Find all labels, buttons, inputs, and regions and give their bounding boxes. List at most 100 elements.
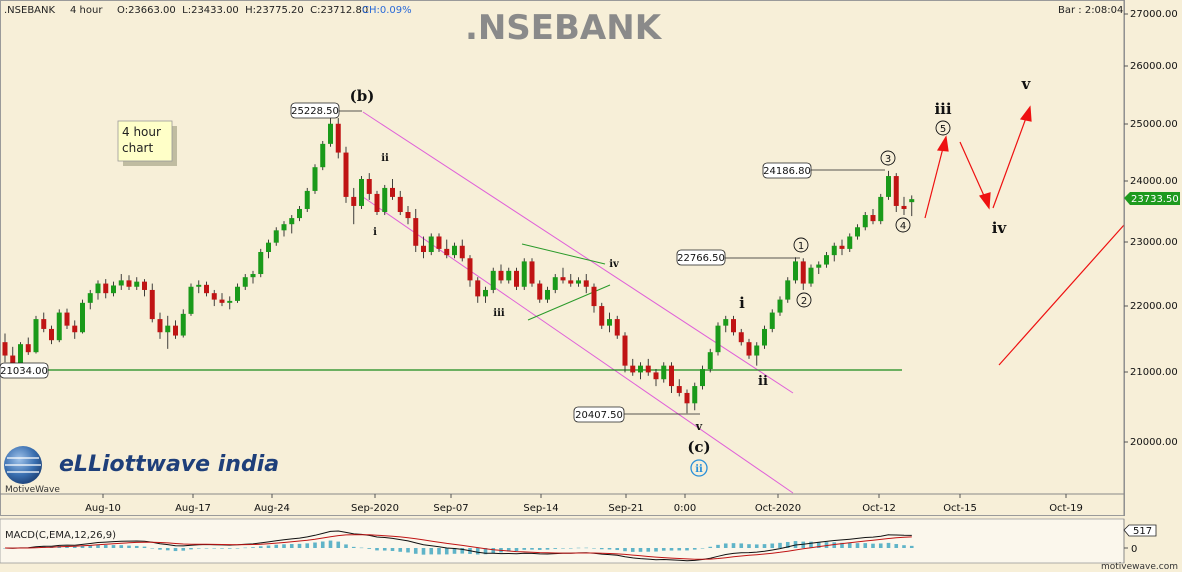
macd-histogram-bar — [382, 548, 387, 551]
candle-down — [614, 319, 620, 336]
macd-histogram-bar — [747, 544, 751, 548]
candle-up — [428, 236, 434, 253]
candle-up — [250, 274, 256, 278]
wave-label-b: (b) — [350, 87, 375, 105]
svg-text:Oct-19: Oct-19 — [1049, 503, 1083, 514]
candle-up — [258, 252, 264, 275]
wave-label-i-down: i — [373, 227, 377, 238]
price-label-low: 20407.50 — [575, 410, 623, 421]
macd-histogram-bar — [654, 548, 658, 552]
macd-histogram-bar — [816, 541, 821, 548]
macd-histogram-bar — [762, 544, 767, 548]
macd-histogram-bar — [685, 548, 689, 551]
candle-up — [661, 365, 667, 380]
wave-label-ii-down: ii — [381, 153, 389, 164]
macd-histogram-bar — [444, 548, 449, 555]
svg-text:Sep-14: Sep-14 — [523, 503, 558, 514]
macd-histogram-bar — [863, 543, 868, 548]
macd-histogram-bar — [754, 544, 759, 548]
macd-histogram-bar — [700, 548, 705, 549]
candle-up — [576, 280, 581, 284]
candle-down — [351, 196, 357, 206]
candle-up — [312, 167, 318, 191]
macd-histogram-bar — [801, 541, 806, 548]
macd-histogram-bar — [584, 547, 589, 549]
macd-histogram-bar — [204, 548, 209, 549]
candle-up — [878, 196, 884, 222]
macd-histogram-bar — [189, 548, 193, 550]
candle-down — [211, 293, 217, 300]
candle-up — [328, 123, 333, 144]
macd-histogram-bar — [592, 548, 596, 549]
macd-histogram-bar — [677, 548, 682, 551]
candle-up — [831, 245, 837, 256]
macd-histogram-bar — [770, 543, 775, 548]
candle-up — [235, 286, 240, 301]
macd-histogram-bar — [545, 548, 550, 550]
macd-histogram-bar — [855, 543, 860, 548]
candle-down — [653, 372, 659, 380]
candle-up — [816, 264, 822, 268]
candle-down — [676, 386, 682, 393]
wave-labels: (b) i ii iii iv v (c) ii i ii 1 2 3 4 5 — [350, 75, 1032, 477]
macd-histogram-bar — [669, 548, 674, 551]
macd-histogram-bar — [832, 542, 837, 548]
macd-histogram-bar — [196, 548, 201, 549]
candle-down — [72, 325, 78, 333]
wave-label-v-down: v — [695, 420, 703, 433]
candle-down — [204, 284, 209, 294]
ohlc-readout: O:23663.00 L:23433.00 H:23775.20 C:23712… — [117, 5, 368, 16]
candle-up — [769, 312, 775, 329]
price-label-leaders — [339, 110, 885, 415]
candle-down — [421, 245, 426, 253]
candle-down — [126, 280, 132, 287]
macd-histogram-bar — [235, 548, 240, 549]
candle-up — [793, 261, 798, 281]
candle-up — [607, 319, 612, 326]
candle-up — [909, 199, 915, 203]
candle-down — [622, 335, 628, 366]
candle-up — [33, 319, 39, 353]
macd-histogram-bar — [785, 541, 790, 548]
macd-histogram-bar — [809, 541, 813, 548]
candle-up — [521, 261, 527, 287]
candle-up — [552, 277, 558, 290]
wave-5-marker: 5 — [935, 120, 951, 136]
macd-histogram-bar — [421, 548, 426, 555]
macd-histogram-bar — [258, 546, 263, 548]
candle-down — [25, 344, 31, 353]
macd-histogram-bar — [878, 543, 883, 548]
svg-text:24000.00: 24000.00 — [1130, 176, 1178, 187]
candle-up — [847, 236, 853, 249]
candle-up — [95, 283, 101, 294]
macd-histogram-bar — [413, 548, 418, 554]
svg-text:Sep-2020: Sep-2020 — [351, 503, 399, 514]
candle-down — [413, 218, 419, 246]
candle-down — [583, 280, 589, 287]
macd-histogram-bar — [65, 546, 69, 548]
candle-down — [103, 283, 109, 294]
candle-up — [320, 143, 326, 168]
macd-histogram-bar — [886, 542, 891, 548]
candle-up — [242, 277, 248, 287]
candle-up — [692, 386, 698, 404]
candle-up — [490, 270, 496, 290]
macd-histogram-bar — [390, 548, 395, 551]
candle-down — [529, 261, 535, 284]
candle-up — [707, 352, 713, 370]
candle-down — [335, 123, 341, 153]
note-line-1: 4 hour — [122, 125, 161, 139]
candle-up — [297, 208, 302, 219]
macd-histogram-bar — [475, 548, 480, 555]
macd-histogram-bar — [305, 543, 310, 548]
macd-histogram-bar — [274, 544, 279, 548]
macd-histogram-bar — [491, 548, 496, 554]
macd-histogram-bar — [328, 540, 333, 548]
candle-up — [281, 224, 287, 231]
candle-up — [196, 284, 202, 287]
price-labels: 25228.50 24186.80 22766.50 21034.00 2040… — [0, 102, 812, 423]
wave-label-iv-projection: iv — [992, 219, 1008, 237]
macd-histogram-bar — [173, 548, 178, 552]
svg-text:Oct-15: Oct-15 — [943, 503, 977, 514]
